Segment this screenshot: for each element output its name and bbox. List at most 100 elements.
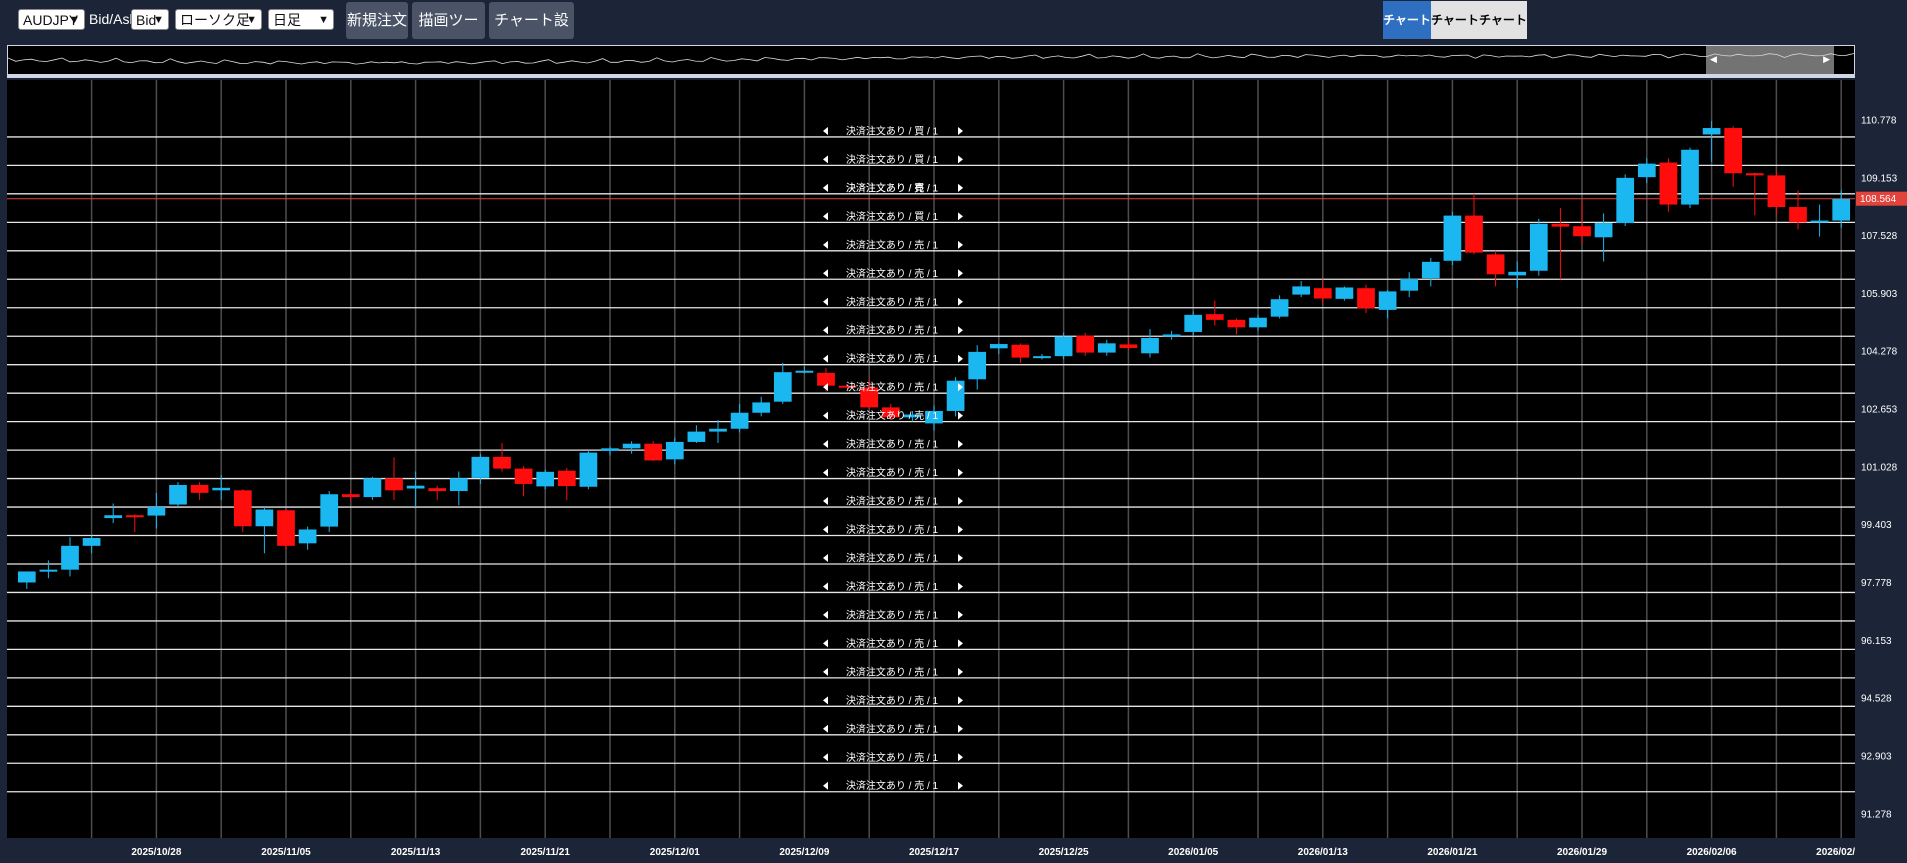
tab-chart1[interactable]: チャート1 — [1383, 1, 1431, 65]
order-marker[interactable]: 決済注文あり / 売 / 1 — [823, 238, 963, 251]
candle[interactable] — [1011, 343, 1030, 363]
candle[interactable] — [1162, 330, 1181, 340]
candle[interactable] — [1659, 158, 1678, 212]
triangle-left-icon[interactable] — [823, 553, 828, 562]
candle[interactable] — [1141, 329, 1159, 358]
candle[interactable] — [341, 489, 360, 502]
candle[interactable] — [1767, 170, 1786, 216]
triangle-left-icon[interactable] — [823, 240, 828, 249]
candle[interactable] — [363, 476, 382, 500]
candle[interactable] — [709, 419, 727, 443]
order-label[interactable]: 決済注文あり / 売 / 1 — [846, 694, 939, 707]
triangle-right-icon[interactable] — [958, 411, 963, 420]
triangle-right-icon[interactable] — [958, 724, 963, 733]
triangle-right-icon[interactable] — [958, 326, 963, 335]
candle[interactable] — [644, 441, 663, 461]
triangle-right-icon[interactable] — [958, 468, 963, 477]
candle[interactable] — [1789, 190, 1807, 230]
candle[interactable] — [1724, 126, 1743, 187]
candle[interactable] — [730, 403, 749, 433]
tab-chart2[interactable]: チャート2 — [1431, 1, 1479, 65]
order-marker[interactable]: 決済注文あり / 売 / 1 — [823, 324, 963, 337]
triangle-right-icon[interactable] — [958, 553, 963, 562]
new-order-button[interactable]: 新規注文 — [346, 2, 408, 39]
order-marker[interactable]: 決済注文あり / 売 / 1 — [823, 295, 963, 308]
candle[interactable] — [1508, 261, 1527, 289]
triangle-right-icon[interactable] — [958, 753, 963, 762]
candle[interactable] — [1702, 120, 1721, 162]
candle[interactable] — [1378, 289, 1397, 319]
triangle-left-icon[interactable] — [823, 354, 828, 363]
order-marker[interactable]: 決済注文あり / 売 / 1 — [823, 779, 963, 792]
order-label[interactable]: 決済注文あり / 売 / 1 — [846, 551, 939, 564]
candle[interactable] — [665, 437, 684, 465]
order-label[interactable]: 決済注文あり / 売 / 1 — [846, 779, 939, 792]
candle[interactable] — [277, 508, 295, 550]
candle[interactable] — [298, 526, 317, 550]
candle[interactable] — [1054, 332, 1073, 360]
triangle-right-icon[interactable] — [958, 240, 963, 249]
triangle-left-icon[interactable] — [823, 155, 828, 164]
candle[interactable] — [1421, 257, 1440, 287]
order-label[interactable]: 決済注文あり / 売 / 1 — [846, 722, 939, 735]
navigator-range-handle[interactable]: ◀ ▶ — [1706, 46, 1834, 74]
candle[interactable] — [104, 503, 123, 524]
order-marker[interactable]: 決済注文あり / 売 / 1 — [823, 722, 963, 735]
triangle-right-icon[interactable] — [958, 696, 963, 705]
order-label[interactable]: 決済注文あり / 売 / 1 — [846, 608, 939, 621]
order-label[interactable]: 決済注文あり / 売 / 1 — [846, 580, 939, 593]
order-label[interactable]: 決済注文あり / 売 / 1 — [846, 665, 939, 678]
candle[interactable] — [1529, 218, 1548, 276]
candle[interactable] — [61, 537, 79, 577]
candle[interactable] — [773, 362, 792, 404]
candle[interactable] — [1119, 339, 1138, 351]
triangle-right-icon[interactable] — [958, 781, 963, 790]
triangle-left-icon[interactable] — [823, 411, 828, 420]
order-marker[interactable]: 決済注文あり / 売 / 1 — [823, 267, 963, 280]
triangle-left-icon[interactable] — [823, 497, 828, 506]
candle[interactable] — [471, 453, 490, 484]
triangle-right-icon[interactable] — [958, 582, 963, 591]
order-marker[interactable]: 決済注文あり / 売 / 1 — [823, 665, 963, 678]
symbol-select[interactable]: AUDJPY ▼ — [18, 9, 85, 30]
triangle-right-icon[interactable] — [958, 383, 963, 392]
candle[interactable] — [147, 492, 166, 529]
order-marker[interactable]: 決済注文あり / 売 / 1 — [823, 751, 963, 764]
triangle-right-icon[interactable] — [958, 212, 963, 221]
candle[interactable] — [1637, 158, 1656, 184]
candle[interactable] — [838, 384, 857, 390]
triangle-left-icon[interactable] — [823, 440, 828, 449]
triangle-left-icon[interactable] — [823, 212, 828, 221]
triangle-right-icon[interactable] — [958, 525, 963, 534]
triangle-left-icon[interactable] — [823, 183, 828, 192]
triangle-left-icon[interactable] — [823, 326, 828, 335]
order-label[interactable]: 決済注文あり / 売 / 1 — [846, 295, 939, 308]
candle[interactable] — [622, 441, 641, 454]
candle[interactable] — [233, 489, 252, 532]
triangle-left-icon[interactable] — [823, 582, 828, 591]
chart-navigator[interactable]: ◀ ▶ — [7, 45, 1855, 75]
candle[interactable] — [1616, 174, 1635, 226]
order-label[interactable]: 決済注文あり / 売 / 1 — [846, 523, 939, 536]
candle[interactable] — [557, 467, 576, 500]
candle[interactable] — [1745, 172, 1764, 216]
candle[interactable] — [39, 560, 58, 579]
candle[interactable] — [255, 507, 274, 554]
triangle-left-icon[interactable] — [823, 525, 828, 534]
candle[interactable] — [1097, 339, 1116, 356]
order-label[interactable]: 決済注文あり / 売 / 1 — [846, 438, 939, 451]
candle[interactable] — [1832, 190, 1851, 228]
order-label[interactable]: 決済注文あり / 売 / 1 — [846, 324, 939, 337]
candle[interactable] — [1443, 211, 1462, 266]
order-marker[interactable]: 決済注文あり / 売 / 1 — [823, 466, 963, 479]
candle[interactable] — [1810, 204, 1829, 237]
price-chart[interactable]: 決済注文あり / 買 / 1 決済注文あり / 買 / 1 決済注文あり / 買 /… — [7, 80, 1855, 838]
order-marker[interactable]: 決済注文あり / 買 / 1 — [823, 124, 963, 137]
triangle-right-icon[interactable] — [958, 440, 963, 449]
triangle-right-icon[interactable] — [958, 155, 963, 164]
order-marker[interactable]: 決済注文あり / 売 / 1 — [823, 352, 963, 365]
candlestick-plot[interactable]: 決済注文あり / 買 / 1 決済注文あり / 買 / 1 決済注文あり / 買 /… — [7, 80, 1855, 838]
candle[interactable] — [536, 469, 555, 490]
candle[interactable] — [125, 514, 144, 532]
order-marker[interactable]: 決済注文あり / 売 / 1 — [823, 580, 963, 593]
